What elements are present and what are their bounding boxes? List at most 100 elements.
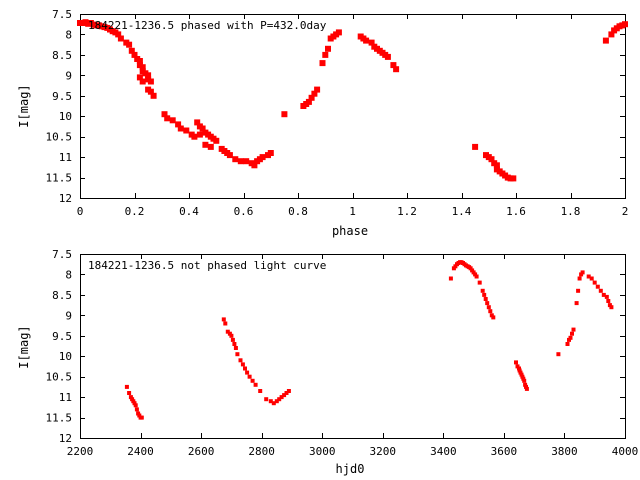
x-tick-label: 3800: [551, 445, 578, 458]
y-tick-labels: 7.5 8 8.5 9 9.5 10 10.5 11 11.5 12: [46, 8, 73, 205]
data-point: [480, 288, 485, 293]
y-tick-label: 10: [59, 110, 72, 123]
data-point: [169, 117, 176, 124]
data-point: [128, 395, 133, 400]
data-point: [468, 266, 473, 271]
x-tick-label: 3400: [430, 445, 457, 458]
data-point: [574, 301, 579, 306]
x-axis-label: hjd0: [336, 462, 365, 476]
data-point: [472, 143, 479, 150]
data-point: [390, 62, 397, 69]
data-point: [393, 66, 400, 73]
data-point: [311, 90, 318, 97]
data-point: [137, 413, 142, 418]
y-tick-label: 9.5: [52, 330, 72, 343]
data-point: [258, 389, 263, 393]
y-tick-label: 11: [59, 151, 72, 164]
data-point: [589, 276, 594, 281]
y-tick-label: 12: [59, 192, 72, 205]
data-point: [134, 407, 139, 412]
data-point: [139, 78, 146, 85]
data-point: [177, 125, 184, 132]
data-point: [576, 288, 581, 293]
data-point: [161, 111, 168, 118]
y-tick-label: 7.5: [52, 8, 72, 21]
data-point: [474, 274, 479, 279]
data-point: [250, 378, 255, 383]
x-tick-label: 1.6: [506, 205, 526, 218]
data-point: [124, 384, 129, 389]
data-point: [139, 64, 146, 71]
x-tick-label: 2600: [188, 445, 215, 458]
data-point: [598, 288, 603, 293]
data-point: [240, 362, 245, 367]
data-point: [131, 51, 138, 58]
data-point: [604, 294, 609, 299]
y-axis-label: I[mag]: [17, 325, 31, 368]
data-point: [284, 391, 289, 395]
data-point: [308, 94, 315, 101]
data-point: [607, 303, 612, 308]
data-point: [227, 331, 232, 336]
y-tick-label: 8.5: [52, 289, 72, 302]
data-point: [282, 393, 287, 398]
data-point: [202, 141, 209, 148]
x-tick-label: 2400: [127, 445, 154, 458]
data-point: [606, 299, 611, 303]
data-point: [609, 305, 614, 310]
data-point: [482, 292, 487, 297]
phased-light-curve-panel: 0 0.2 0.4 0.6 0.8 1 1.2 1.4 1.6 1.8 2 7.5 8 8.5 9 9.5 1…: [17, 8, 628, 238]
x-tick-label: 1.2: [397, 205, 417, 218]
data-point: [305, 98, 312, 105]
data-point: [115, 31, 122, 38]
data-point: [223, 321, 228, 326]
data-point: [175, 121, 182, 128]
data-point: [183, 127, 190, 134]
y-tick-label: 11: [59, 391, 72, 404]
data-point: [281, 111, 288, 118]
data-point: [601, 292, 606, 297]
data-point: [368, 39, 375, 46]
x-tick-label: 2: [622, 205, 629, 218]
x-tick-label: 2800: [248, 445, 275, 458]
data-point: [325, 45, 331, 52]
data-point: [523, 382, 528, 387]
data-point: [570, 331, 574, 336]
data-point: [230, 337, 235, 342]
y-tick-label: 8.5: [52, 49, 72, 62]
x-tick-label: 0.6: [234, 205, 254, 218]
data-points: [124, 260, 614, 420]
data-point: [556, 352, 561, 357]
data-point: [259, 154, 266, 161]
data-point: [232, 342, 237, 346]
data-point: [139, 415, 144, 420]
data-point: [226, 152, 233, 159]
data-point: [253, 382, 258, 387]
data-point: [580, 270, 585, 275]
y-tick-label: 8: [65, 268, 72, 281]
x-tick-label: 0.2: [125, 205, 145, 218]
data-point: [136, 74, 143, 81]
data-point: [602, 37, 609, 44]
data-point: [521, 376, 526, 381]
data-point: [233, 346, 238, 350]
data-point: [268, 399, 273, 404]
plot-frame: [80, 254, 626, 439]
data-point: [485, 301, 490, 306]
data-point: [133, 403, 138, 408]
data-point: [524, 386, 529, 391]
data-point: [232, 156, 239, 163]
data-point: [117, 35, 124, 42]
data-point: [150, 92, 157, 99]
data-point: [145, 72, 152, 79]
data-point: [221, 317, 226, 322]
x-axis-label: phase: [332, 224, 368, 238]
data-point: [477, 280, 482, 285]
data-point: [577, 276, 582, 281]
data-point: [571, 327, 576, 332]
x-tick-label: 0: [77, 205, 84, 218]
y-tick-label: 10.5: [46, 131, 73, 144]
data-point: [277, 397, 282, 402]
data-point: [510, 175, 517, 182]
